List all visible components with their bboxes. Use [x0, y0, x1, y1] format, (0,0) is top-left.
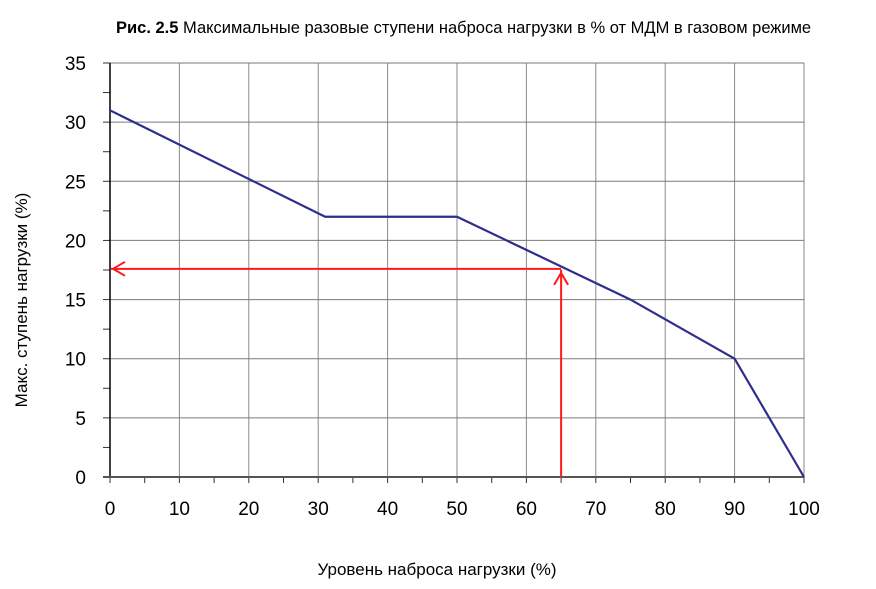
y-tick-label: 0 — [75, 468, 86, 489]
data-series-line — [109, 109, 805, 478]
arrow-up-icon — [553, 270, 569, 286]
x-tick-label: 50 — [446, 499, 467, 520]
y-tick-label: 15 — [65, 291, 86, 312]
x-tick-label: 80 — [655, 499, 676, 520]
x-tick-label: 100 — [788, 499, 820, 520]
figure-prefix: Рис. 2.5 — [116, 19, 179, 37]
y-tick-label: 35 — [65, 54, 86, 75]
y-tick-label: 25 — [65, 172, 86, 193]
x-tick-label: 90 — [724, 499, 745, 520]
x-tick-label: 30 — [308, 499, 329, 520]
x-tick-label: 10 — [169, 499, 190, 520]
x-tick-label: 0 — [105, 499, 116, 520]
y-tick-label: 30 — [65, 113, 86, 134]
x-axis-label: Уровень наброса нагрузки (%) — [317, 560, 556, 579]
y-tick-label: 5 — [75, 409, 86, 430]
figure-title-text: Максимальные разовые ступени наброса наг… — [183, 19, 812, 37]
y-tick-label: 10 — [65, 350, 86, 371]
x-tick-label: 60 — [516, 499, 537, 520]
y-axis-label: Макс. ступень нагрузки (%) — [12, 193, 31, 408]
x-tick-label: 20 — [238, 499, 259, 520]
figure-title: Рис. 2.5 Максимальные разовые ступени на… — [116, 19, 811, 38]
x-tick-label: 70 — [585, 499, 606, 520]
arrow-left-icon — [111, 260, 126, 277]
y-tick-label: 20 — [65, 231, 86, 252]
x-tick-label: 40 — [377, 499, 398, 520]
